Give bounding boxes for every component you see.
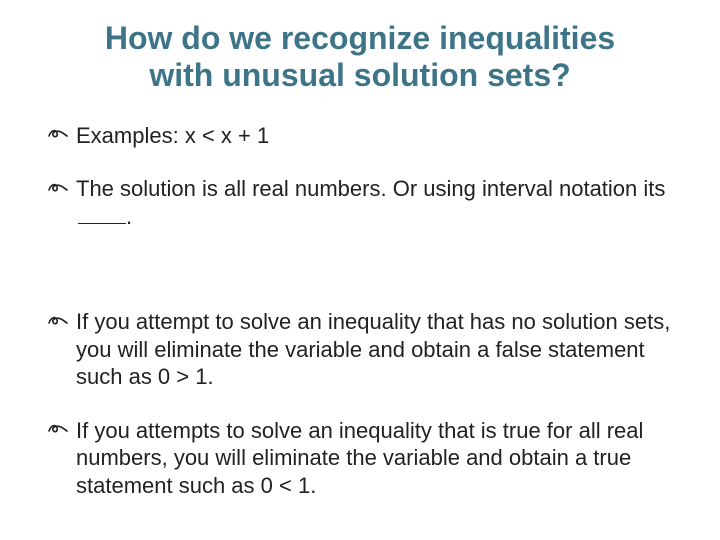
slide: How do we recognize inequalities with un… (0, 0, 720, 540)
bullet-list: Examples: x < x + 1 The solution is all r… (48, 122, 672, 500)
bullet-item: If you attempt to solve an inequality th… (48, 308, 672, 391)
slide-title: How do we recognize inequalities with un… (48, 20, 672, 94)
bullet-item: Examples: x < x + 1 (48, 122, 672, 150)
bullet-text: If you attempts to solve an inequality t… (76, 418, 643, 498)
bullet-text: Examples: x < x + 1 (76, 123, 269, 148)
bullet-item: The solution is all real numbers. Or usi… (48, 175, 672, 230)
fill-in-blank (78, 203, 126, 224)
bullet-text: The solution is all real numbers. Or usi… (76, 176, 665, 201)
bullet-text: If you attempt to solve an inequality th… (76, 309, 670, 389)
bullet-item: If you attempts to solve an inequality t… (48, 417, 672, 500)
title-line-2: with unusual solution sets? (149, 57, 570, 93)
bullet-text-post: . (126, 204, 132, 229)
title-line-1: How do we recognize inequalities (105, 20, 615, 56)
